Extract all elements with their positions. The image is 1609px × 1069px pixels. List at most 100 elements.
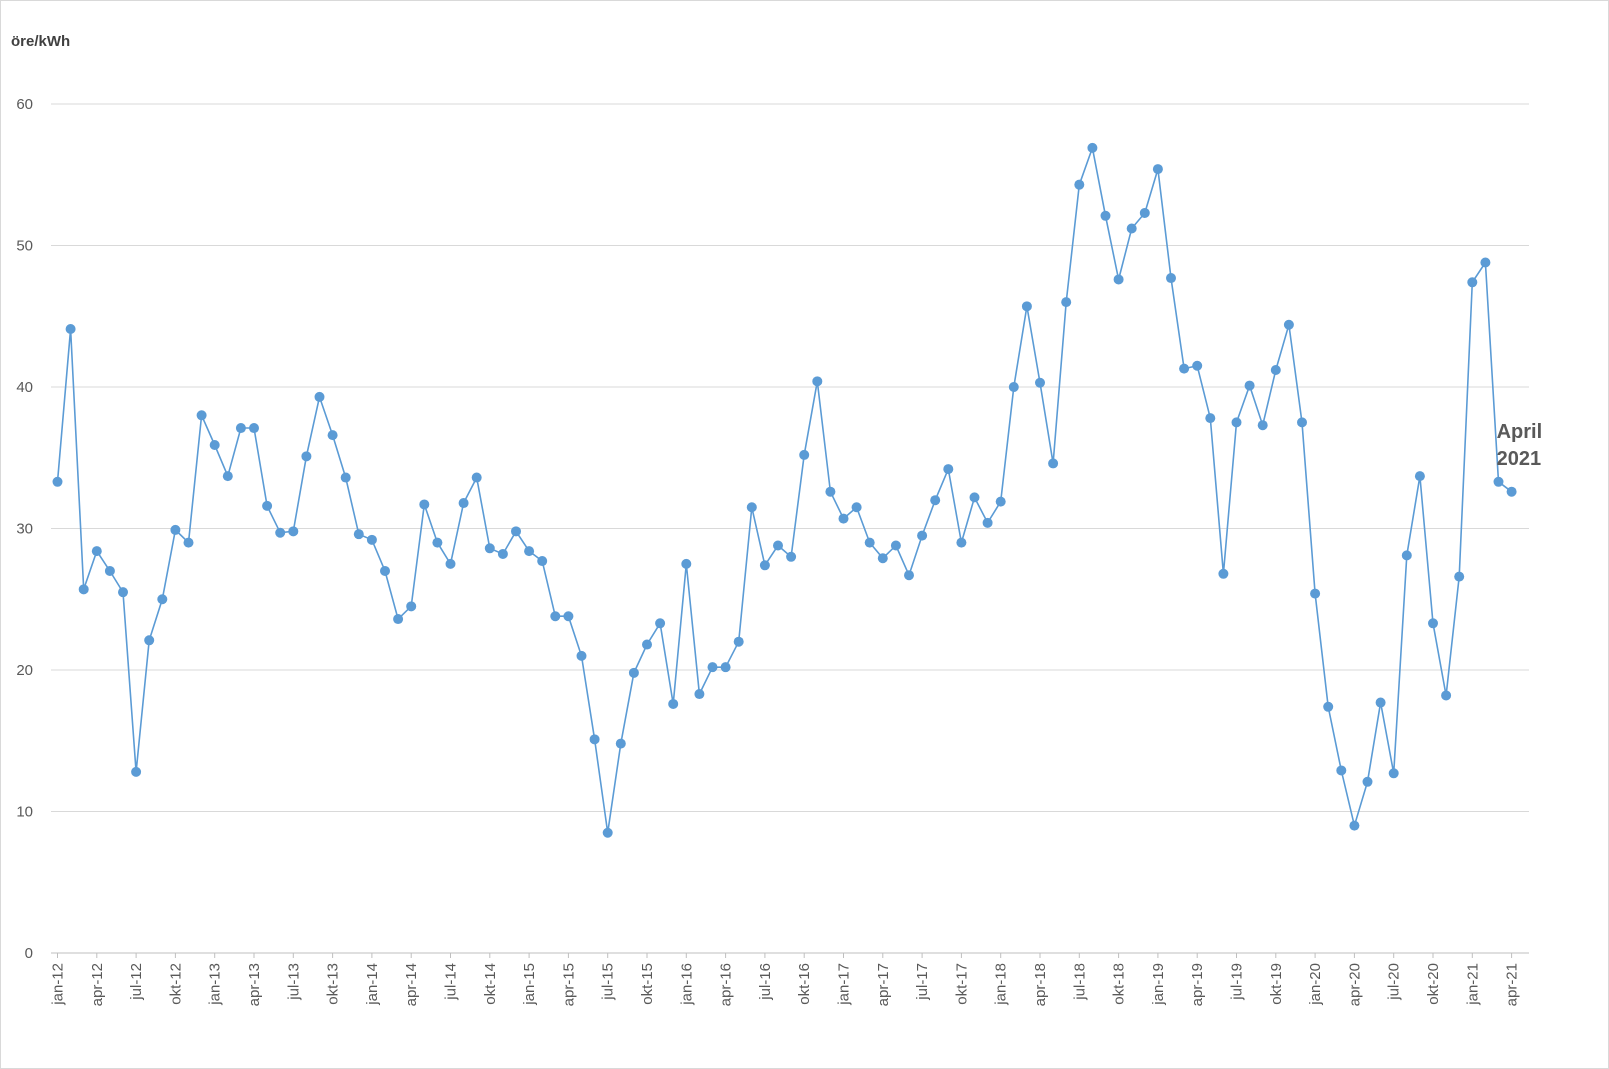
data-point xyxy=(773,540,783,551)
data-point xyxy=(1035,377,1045,388)
x-tick-label: jan-12 xyxy=(50,963,67,1006)
data-point xyxy=(733,636,744,647)
data-point xyxy=(1021,301,1032,312)
data-point xyxy=(1493,476,1504,487)
y-axis-label: öre/kWh xyxy=(11,33,71,50)
data-point xyxy=(249,423,259,434)
data-point xyxy=(904,570,914,581)
data-point xyxy=(1074,179,1085,190)
y-tick-label: 60 xyxy=(16,96,33,113)
x-tick-label: apr-12 xyxy=(89,963,106,1006)
y-tick-label: 50 xyxy=(16,238,33,255)
data-point xyxy=(380,565,390,576)
x-tick-label: jul-20 xyxy=(1386,963,1403,1001)
data-point xyxy=(851,502,862,513)
data-point xyxy=(799,449,810,460)
data-point xyxy=(1362,776,1373,787)
gridlines xyxy=(51,103,1529,812)
annotation-line-1: April xyxy=(1496,420,1543,443)
data-point xyxy=(471,472,482,483)
x-tick-label: okt-17 xyxy=(953,963,970,1005)
data-point xyxy=(1218,568,1229,579)
x-tick-label: apr-17 xyxy=(875,963,892,1006)
data-point xyxy=(1270,365,1281,376)
data-point xyxy=(393,614,404,625)
data-point xyxy=(52,476,63,487)
data-point xyxy=(1467,277,1478,288)
data-point xyxy=(157,594,168,605)
data-point xyxy=(707,662,718,673)
data-point xyxy=(1048,458,1059,469)
x-tick-label: okt-12 xyxy=(167,963,184,1005)
data-point xyxy=(170,524,181,535)
data-point xyxy=(1192,360,1203,371)
data-point xyxy=(1297,417,1307,428)
data-point xyxy=(235,423,246,434)
x-tick-label: okt-13 xyxy=(325,963,342,1005)
data-point xyxy=(288,526,299,537)
data-point xyxy=(353,529,364,540)
data-point xyxy=(694,689,705,700)
x-tick-label: okt-19 xyxy=(1268,963,1285,1005)
data-point xyxy=(484,543,495,554)
data-point xyxy=(943,464,954,475)
data-point xyxy=(825,486,836,497)
data-point xyxy=(720,662,731,673)
data-point xyxy=(550,611,561,622)
data-point xyxy=(576,650,587,661)
data-point xyxy=(445,558,456,569)
annotation-line-2: 2021 xyxy=(1496,447,1542,470)
data-point xyxy=(969,492,980,503)
data-point xyxy=(982,517,993,528)
data-point xyxy=(327,430,338,441)
data-point xyxy=(1310,588,1321,599)
data-point xyxy=(1349,820,1360,831)
x-tick-label: okt-16 xyxy=(796,963,813,1005)
data-point xyxy=(642,639,652,650)
data-point xyxy=(497,548,508,559)
data-point xyxy=(301,451,312,462)
x-tick-label: jan-17 xyxy=(836,963,853,1006)
data-point xyxy=(314,391,325,402)
x-tick-label: jul-12 xyxy=(128,963,145,1001)
x-tick-label: apr-18 xyxy=(1032,963,1049,1006)
data-point xyxy=(144,635,155,646)
data-point xyxy=(1179,363,1190,374)
x-tick-label: jan-15 xyxy=(521,963,538,1006)
data-point xyxy=(524,546,535,557)
data-point xyxy=(91,546,102,557)
data-point xyxy=(511,526,521,537)
data-point xyxy=(222,471,233,482)
data-point xyxy=(1100,210,1111,221)
data-point xyxy=(275,527,286,538)
data-point xyxy=(1244,380,1255,391)
data-point xyxy=(1166,273,1176,284)
x-tick-label: jan-20 xyxy=(1307,963,1324,1006)
data-point xyxy=(655,618,666,629)
x-tick-label: jul-18 xyxy=(1071,963,1088,1001)
y-tick-label: 30 xyxy=(16,521,33,538)
data-point xyxy=(1388,768,1399,779)
x-tick-label: jan-13 xyxy=(207,963,224,1006)
data-point xyxy=(746,502,757,513)
data-point xyxy=(1126,223,1137,234)
x-tick-label: jul-16 xyxy=(757,963,774,1001)
data-point xyxy=(1336,765,1347,776)
data-point xyxy=(419,499,430,510)
x-tick-label: okt-15 xyxy=(639,963,656,1005)
x-tick-label: apr-13 xyxy=(246,963,263,1006)
annotation-april-2021: April 2021 xyxy=(1497,419,1543,473)
x-tick-label: okt-14 xyxy=(482,963,499,1005)
x-tick-label: apr-15 xyxy=(560,963,577,1006)
x-tick-label: jul-13 xyxy=(285,963,302,1001)
data-point xyxy=(118,587,128,598)
x-tick-label: apr-20 xyxy=(1346,963,1363,1006)
data-point xyxy=(890,540,901,551)
data-point xyxy=(1506,486,1517,497)
x-tick-label: okt-18 xyxy=(1111,963,1128,1005)
x-tick-label: jul-17 xyxy=(914,963,931,1001)
data-point xyxy=(196,410,207,421)
series-price xyxy=(52,142,1517,838)
